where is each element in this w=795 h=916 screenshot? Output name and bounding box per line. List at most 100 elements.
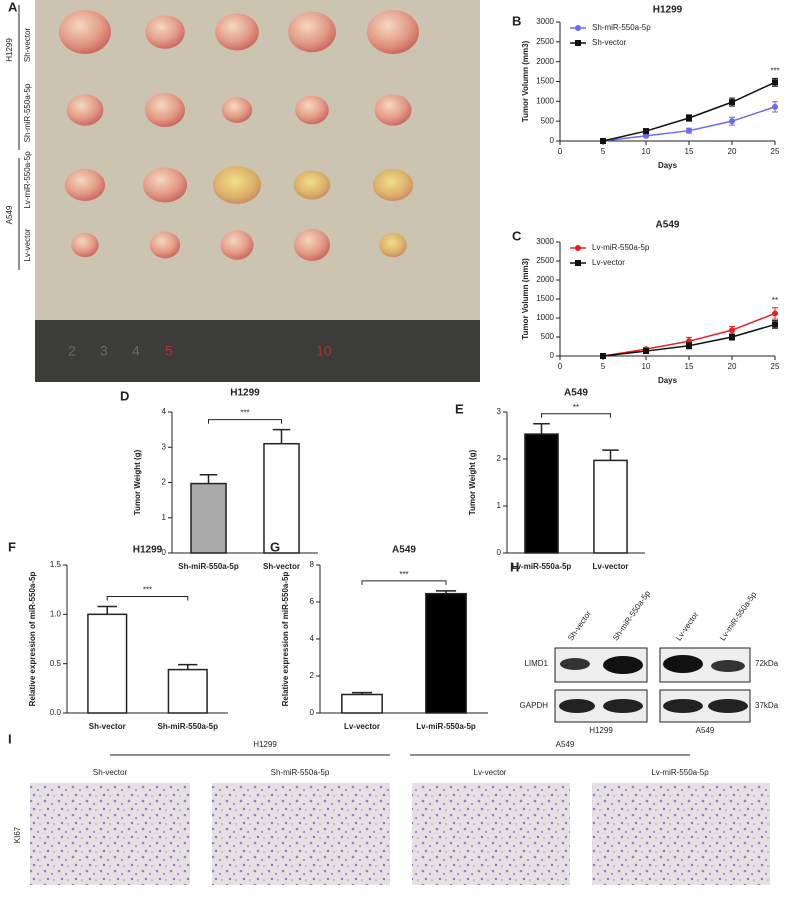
point xyxy=(686,127,692,134)
cell-label: H1299 xyxy=(589,726,613,735)
y-axis-label: Tumor Weight (g) xyxy=(468,449,477,515)
tumor xyxy=(220,230,254,260)
lane-label: Sh-vector xyxy=(566,609,593,642)
image-label: Lv-miR-550a-5p xyxy=(651,768,709,777)
annotation: *** xyxy=(143,586,152,595)
y-tick-label: 0 xyxy=(162,548,167,557)
significance-bracket xyxy=(541,413,611,418)
y-tick-label: 2 xyxy=(310,671,315,680)
x-tick-label: 15 xyxy=(685,362,694,371)
error-bar xyxy=(97,605,117,615)
bar xyxy=(87,613,128,714)
panel-letter: F xyxy=(8,539,16,554)
bar xyxy=(425,592,467,714)
legend-marker xyxy=(575,25,581,31)
annotation: *** xyxy=(399,570,408,579)
tumor xyxy=(293,170,331,200)
y-tick-label: 2000 xyxy=(536,275,554,284)
y-axis-label: Relative expression of miR-550a-5p xyxy=(281,572,290,707)
row-label: Sh-miR-550a-5p xyxy=(23,83,32,142)
y-tick-label: 0 xyxy=(550,351,555,360)
group-label: A549 xyxy=(556,740,575,749)
y-tick-label: 0.0 xyxy=(50,708,62,717)
tumor-photo xyxy=(35,0,480,382)
x-tick-label: Sh-miR-550a-5p xyxy=(178,562,239,571)
legend-marker xyxy=(575,40,581,46)
panel-letter: H xyxy=(510,559,519,574)
x-tick-label: Lv-vector xyxy=(592,562,628,571)
tumor xyxy=(59,10,111,54)
tumor xyxy=(379,232,407,258)
point xyxy=(729,327,735,334)
error-bar xyxy=(199,473,218,484)
point xyxy=(643,128,649,135)
tumor xyxy=(367,10,419,54)
y-tick-label: 4 xyxy=(310,634,315,643)
size-label: 37kDa xyxy=(755,701,779,710)
x-tick-label: Sh-vector xyxy=(263,562,300,571)
lane-label: Sh-miR-550a-5p xyxy=(611,589,652,643)
tumor xyxy=(66,94,104,126)
x-tick-label: 10 xyxy=(642,147,651,156)
tumor xyxy=(64,169,106,201)
tumor xyxy=(71,232,99,258)
legend-label: Lv-vector xyxy=(592,258,625,267)
annotation: *** xyxy=(770,66,779,75)
tumor xyxy=(374,94,412,126)
ruler-label: 10 xyxy=(316,343,332,359)
panel-letter: C xyxy=(512,228,522,243)
legend-label: Lv-miR-550a-5p xyxy=(592,243,650,252)
ihc-images xyxy=(30,783,770,885)
y-tick-label: 1 xyxy=(497,501,502,510)
y-tick-label: 1.0 xyxy=(50,609,62,618)
x-tick-label: 20 xyxy=(728,147,737,156)
panel-letter: G xyxy=(270,539,280,554)
chart-title: A549 xyxy=(392,545,416,556)
panel-letter: E xyxy=(455,401,464,416)
chart-title: A549 xyxy=(656,220,680,231)
panel-letter: D xyxy=(120,388,129,403)
y-tick-label: 3 xyxy=(162,442,167,451)
tumor xyxy=(149,231,181,259)
bar xyxy=(167,668,208,714)
ruler-label: 4 xyxy=(132,343,140,359)
x-tick-label: 25 xyxy=(771,147,780,156)
point xyxy=(729,118,735,125)
panel-letter: B xyxy=(512,13,521,28)
lane-label: Lv-vector xyxy=(674,610,700,642)
point xyxy=(729,99,735,106)
point xyxy=(772,321,778,328)
x-tick-label: 0 xyxy=(558,362,563,371)
image-label: Sh-vector xyxy=(93,768,128,777)
y-tick-label: 0 xyxy=(497,548,502,557)
bar xyxy=(593,459,628,554)
tumor xyxy=(288,11,336,53)
error-bar xyxy=(602,449,619,461)
western-blot xyxy=(554,647,751,723)
row-label: Lv-vector xyxy=(23,228,32,261)
chart-title: H1299 xyxy=(653,5,683,16)
legend-marker xyxy=(575,245,581,251)
size-label: 72kDa xyxy=(755,659,779,668)
ruler-label: 2 xyxy=(68,343,76,359)
line xyxy=(602,312,776,357)
protein-label: LIMD1 xyxy=(524,659,548,668)
group-label: H1299 xyxy=(253,740,277,749)
ruler-label: 3 xyxy=(100,343,108,359)
y-axis-label: Relative expression of miR-550a-5p xyxy=(28,572,37,707)
tumor xyxy=(142,167,188,203)
y-tick-label: 3 xyxy=(497,407,502,416)
y-tick-label: 4 xyxy=(162,407,167,416)
bar xyxy=(341,693,383,714)
bar xyxy=(190,482,227,554)
y-axis-label: Tumor Weight (g) xyxy=(133,449,142,515)
y-tick-label: 1.5 xyxy=(50,560,62,569)
y-tick-label: 1000 xyxy=(536,313,554,322)
legend-label: Sh-miR-550a-5p xyxy=(592,23,651,32)
error-bar xyxy=(533,423,550,435)
y-tick-label: 1500 xyxy=(536,77,554,86)
y-tick-label: 0 xyxy=(310,708,315,717)
x-tick-label: 5 xyxy=(601,362,606,371)
y-tick-label: 6 xyxy=(310,597,315,606)
y-tick-label: 2 xyxy=(497,454,502,463)
